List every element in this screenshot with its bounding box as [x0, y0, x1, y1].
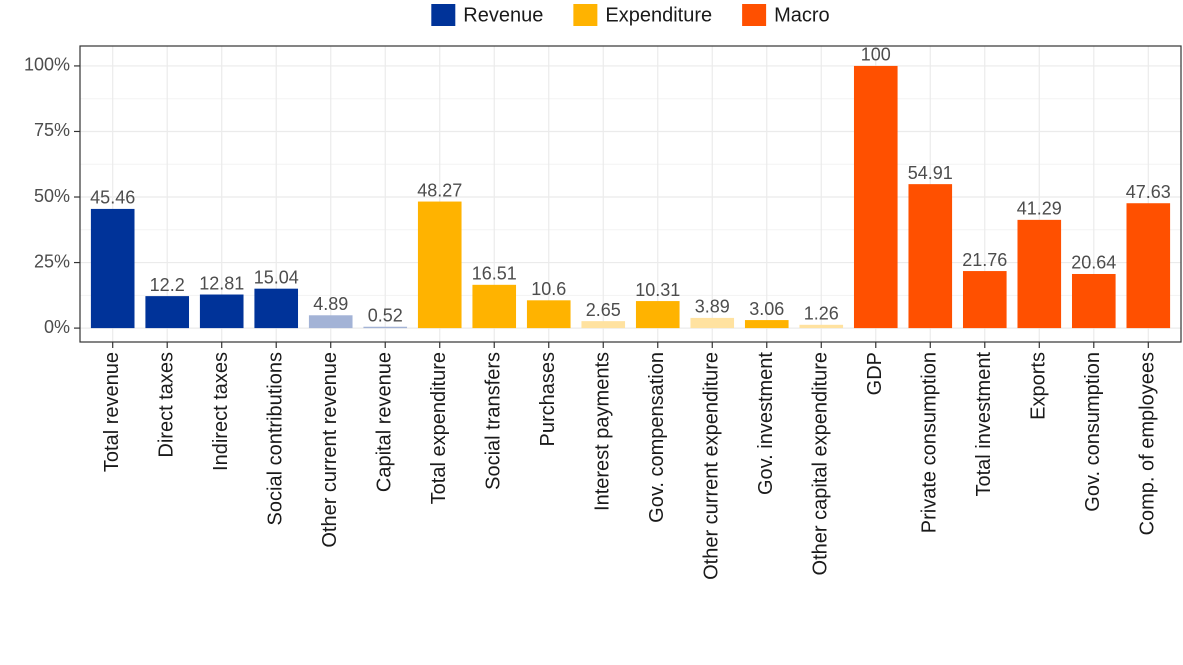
data-label: 12.2	[150, 275, 185, 295]
legend-label: Revenue	[463, 4, 543, 26]
legend-label: Macro	[774, 4, 830, 26]
x-tick-label: Total investment	[973, 352, 995, 497]
x-tick-label: Interest payments	[592, 352, 614, 511]
x-tick-label: Private consumption	[919, 352, 941, 533]
plot-border	[79, 45, 1182, 343]
data-label: 100	[861, 45, 891, 65]
data-label: 0.52	[368, 305, 403, 325]
bar	[962, 271, 1007, 329]
x-tick-label: Direct taxes	[155, 352, 177, 458]
data-label: 16.51	[472, 264, 517, 284]
bar	[145, 296, 190, 329]
data-label: 20.64	[1071, 253, 1116, 273]
bar	[472, 284, 517, 329]
data-label: 45.46	[90, 188, 135, 208]
data-label: 2.65	[586, 300, 621, 320]
data-label: 54.91	[908, 163, 953, 183]
bar	[90, 208, 135, 329]
y-tick-label: 50%	[34, 186, 70, 206]
bar	[744, 320, 789, 329]
bar	[199, 294, 244, 329]
x-tick-label: Comp. of employees	[1137, 352, 1159, 535]
data-label: 47.63	[1126, 182, 1171, 202]
legend-swatch	[573, 4, 598, 26]
x-tick-label: Other current expenditure	[701, 352, 723, 580]
bar	[635, 301, 680, 329]
bar	[254, 288, 299, 329]
x-tick-label: Other capital expenditure	[810, 352, 832, 575]
x-tick-label: Social transfers	[483, 352, 505, 490]
y-tick-label: 25%	[34, 251, 70, 271]
bar	[690, 317, 735, 329]
bar	[853, 65, 898, 329]
data-label: 1.26	[804, 304, 839, 324]
x-tick-label: Social contributions	[264, 352, 286, 525]
data-label: 10.6	[531, 279, 566, 299]
bar	[1071, 273, 1116, 329]
x-tick-label: Purchases	[537, 352, 559, 447]
y-tick-label: 100%	[24, 55, 70, 75]
bar	[908, 184, 953, 329]
bar	[363, 326, 408, 329]
x-tick-label: Capital revenue	[374, 352, 396, 492]
bar	[526, 300, 571, 329]
plot-background	[80, 46, 1181, 342]
x-tick-label: Other current revenue	[319, 352, 341, 548]
data-label: 3.06	[749, 299, 784, 319]
x-tick-label: Gov. investment	[755, 352, 777, 495]
data-label: 41.29	[1017, 199, 1062, 219]
bar	[799, 324, 844, 329]
x-tick-label: Gov. consumption	[1082, 352, 1104, 512]
legend-swatch	[431, 4, 456, 26]
x-tick-label: Exports	[1028, 352, 1050, 420]
data-label: 21.76	[962, 250, 1007, 270]
data-label: 3.89	[695, 297, 730, 317]
bar	[1126, 203, 1171, 329]
x-tick-label: Gov. compensation	[646, 352, 668, 523]
x-tick-label: Total expenditure	[428, 352, 450, 504]
x-tick-label: Indirect taxes	[210, 352, 232, 471]
bar	[308, 315, 353, 329]
y-tick-label: 75%	[34, 120, 70, 140]
legend-label: Expenditure	[605, 4, 712, 26]
bar	[417, 201, 462, 329]
x-tick-label: Total revenue	[101, 352, 123, 472]
x-tick-label: GDP	[864, 352, 886, 395]
y-tick-label: 0%	[44, 317, 70, 337]
bar	[581, 321, 626, 329]
data-label: 10.31	[635, 280, 680, 300]
legend-swatch	[742, 4, 767, 26]
data-label: 4.89	[313, 294, 348, 314]
bar	[1017, 219, 1062, 329]
data-label: 12.81	[199, 273, 244, 293]
data-label: 15.04	[254, 267, 299, 287]
data-label: 48.27	[417, 180, 462, 200]
